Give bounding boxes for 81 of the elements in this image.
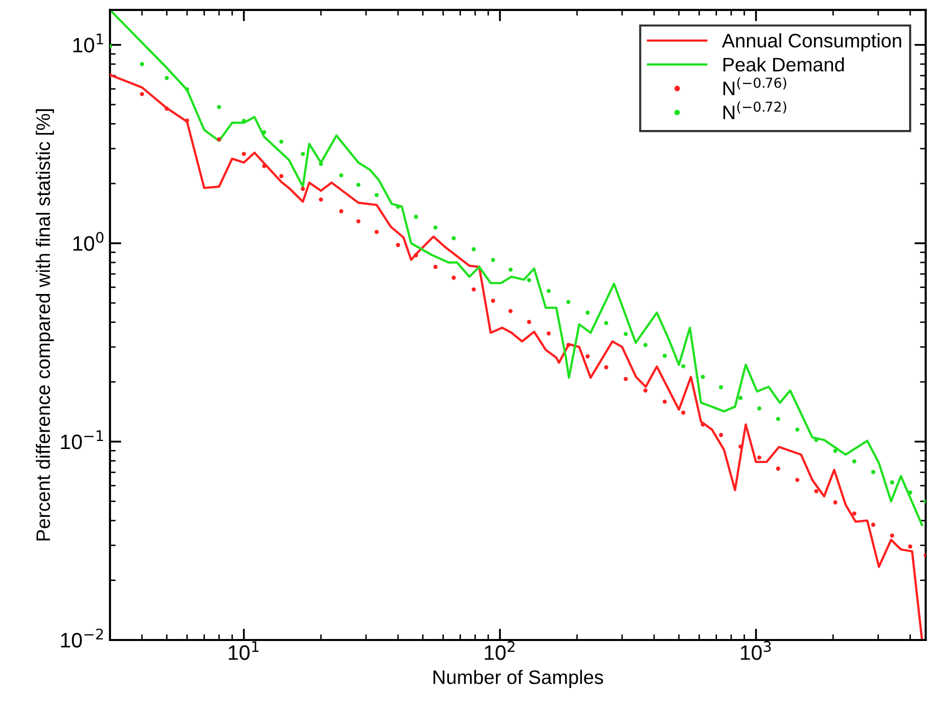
point <box>776 416 780 422</box>
legend-label: Annual Consumption <box>722 33 902 52</box>
point <box>374 230 379 234</box>
point <box>566 342 570 348</box>
point <box>339 209 344 214</box>
legend-label: N$^{(−0.72)}$ <box>723 101 786 120</box>
legend-label: Peak Demand <box>723 57 844 72</box>
point <box>242 152 246 156</box>
point <box>586 354 590 358</box>
point <box>490 258 496 262</box>
point <box>757 455 762 460</box>
point <box>852 459 856 464</box>
point <box>738 396 743 400</box>
point <box>814 489 818 494</box>
point <box>452 236 456 240</box>
point <box>546 288 551 294</box>
point <box>339 173 344 178</box>
y-tick-label: 10$^{−2}$ <box>61 628 103 648</box>
point <box>700 374 705 379</box>
point <box>508 309 513 314</box>
x-tick-label: 10$^{3}$ <box>740 640 771 660</box>
point <box>890 480 894 484</box>
point <box>414 214 418 219</box>
point <box>433 264 438 269</box>
point <box>396 204 400 209</box>
x-tick-label: 10$^{1}$ <box>228 641 259 660</box>
point <box>472 247 476 252</box>
x-axis-title: Number of Samples <box>434 670 604 688</box>
point <box>356 182 360 187</box>
point <box>643 388 648 393</box>
point <box>566 300 570 304</box>
point <box>279 140 284 144</box>
point <box>833 500 838 504</box>
point <box>643 342 648 348</box>
point <box>374 192 379 198</box>
point <box>833 448 838 453</box>
point <box>852 511 856 516</box>
point <box>262 130 266 134</box>
point <box>452 276 456 280</box>
point <box>508 268 513 272</box>
point <box>490 298 496 303</box>
point <box>318 198 324 202</box>
point <box>871 470 876 474</box>
point <box>681 410 686 415</box>
point <box>279 174 284 178</box>
point <box>718 385 724 390</box>
point <box>527 320 532 324</box>
y-tick-label: 10$^{1}$ <box>73 34 104 52</box>
point <box>908 490 912 495</box>
point <box>795 427 800 432</box>
point <box>356 219 360 224</box>
point <box>757 406 762 411</box>
point <box>300 152 305 156</box>
point <box>586 310 590 315</box>
legend-label: N$^{(−0.76)}$ <box>723 77 786 96</box>
point <box>681 364 686 368</box>
point <box>396 242 400 248</box>
point <box>908 544 912 549</box>
point <box>604 320 608 326</box>
point <box>433 225 438 230</box>
y-axis-title: Percent difference compared with final statistic [%] <box>36 109 54 540</box>
point <box>718 432 724 438</box>
point <box>262 164 266 168</box>
point <box>662 400 667 404</box>
point <box>546 331 551 336</box>
point <box>776 466 780 471</box>
point <box>795 478 800 482</box>
y-tick-label: 10$^{0}$ <box>73 232 104 251</box>
point <box>700 422 705 427</box>
y-tick-label: 10$^{−1}$ <box>61 430 104 450</box>
point <box>318 162 324 166</box>
point <box>624 332 628 336</box>
x-tick-label: 10$^{2}$ <box>484 640 514 660</box>
point <box>662 354 667 358</box>
point <box>624 376 628 382</box>
point <box>604 365 608 370</box>
point <box>300 186 305 191</box>
point <box>472 287 476 292</box>
point <box>890 534 894 538</box>
point <box>527 278 532 282</box>
point <box>414 253 418 258</box>
